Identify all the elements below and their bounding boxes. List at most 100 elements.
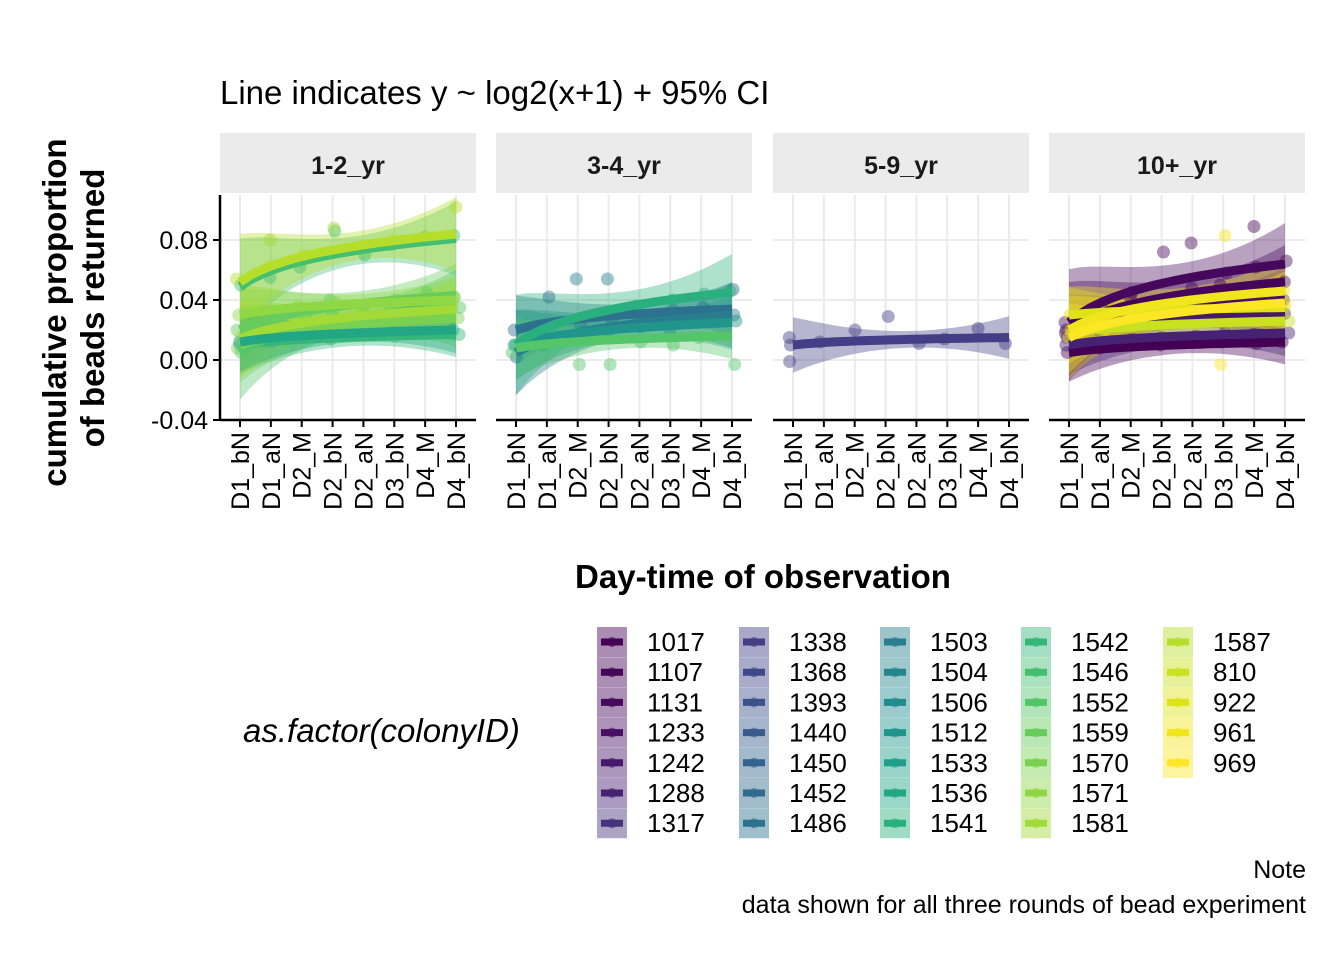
data-point-1338 xyxy=(782,331,796,344)
x-axis-label: Day-time of observation xyxy=(575,558,951,595)
data-point-1552 xyxy=(453,301,467,314)
ci-band-1571 xyxy=(240,275,456,347)
fit-line-1512 xyxy=(514,318,733,350)
x-tick-label: D2_M xyxy=(289,432,317,499)
legend-label: 1393 xyxy=(789,687,847,717)
x-tick-label: D2_aN xyxy=(903,432,931,510)
legend-label: 961 xyxy=(1213,718,1256,748)
legend-key-point xyxy=(749,667,759,678)
legend-key-point xyxy=(749,788,759,798)
data-point-969 xyxy=(1214,358,1228,371)
facet-strip xyxy=(773,133,1029,193)
y-tick-label: 0.00 xyxy=(159,347,208,375)
legend-item-969: 969 xyxy=(1163,747,1256,778)
legend-label: 1506 xyxy=(930,687,988,717)
facet-strip xyxy=(1049,133,1305,193)
legend-key-point xyxy=(890,727,900,738)
legend-item-1338: 1338 xyxy=(739,627,847,657)
data-point-1486 xyxy=(542,290,556,304)
legend-item-1233: 1233 xyxy=(597,717,705,748)
x-tick-label: D1_aN xyxy=(811,432,839,510)
x-tick-label: D1_aN xyxy=(534,432,562,510)
legend-key-point xyxy=(607,727,617,738)
legend-key-point xyxy=(890,757,900,768)
legend-key-point xyxy=(749,697,759,708)
legend-key-point xyxy=(890,818,900,829)
legend-key-point xyxy=(1173,757,1183,768)
legend-item-1542: 1542 xyxy=(1021,627,1129,657)
facet-strip-label: 5-9_yr xyxy=(864,152,938,180)
legend-item-1546: 1546 xyxy=(1021,657,1129,688)
legend-label: 1338 xyxy=(789,627,847,657)
fit-line-1587 xyxy=(237,229,457,286)
legend-label: 1542 xyxy=(1071,627,1129,657)
legend-item-1317: 1317 xyxy=(597,808,705,839)
legend-item-1503: 1503 xyxy=(880,627,988,657)
legend-key-point xyxy=(749,757,759,768)
legend-item-1533: 1533 xyxy=(880,747,988,778)
fit-line-1581 xyxy=(238,304,457,344)
fit-line-961 xyxy=(1066,286,1286,334)
legend-key-point xyxy=(1031,697,1041,708)
data-point-1552 xyxy=(603,358,617,371)
legend-label: 1559 xyxy=(1071,718,1129,748)
legend-label: 1450 xyxy=(789,748,847,778)
legend-label: 922 xyxy=(1213,687,1256,717)
x-tick-label: D3_bN xyxy=(934,432,962,510)
legend-key-point xyxy=(890,788,900,798)
legend-item-1368: 1368 xyxy=(739,657,847,688)
legend-label: 1107 xyxy=(647,657,703,687)
legend-title: as.factor(colonyID) xyxy=(243,712,520,749)
x-tick-label: D1_bN xyxy=(503,432,531,510)
fit-line-1338 xyxy=(792,333,1010,350)
x-tick-label: D1_aN xyxy=(1087,432,1115,510)
legend-label: 810 xyxy=(1213,657,1256,687)
data-point-1552 xyxy=(728,358,742,371)
data-point-1107 xyxy=(1247,220,1261,233)
legend-item-1440: 1440 xyxy=(739,717,847,748)
x-tick-label: D4_bN xyxy=(1272,432,1300,510)
x-tick-label: D1_bN xyxy=(227,432,255,510)
legend-item-1536: 1536 xyxy=(880,778,988,808)
x-tick-label: D3_bN xyxy=(657,432,685,510)
fit-line-1552 xyxy=(515,331,733,353)
legend-key-point xyxy=(607,667,617,678)
legend-key-point xyxy=(607,637,617,647)
fit-line-1541 xyxy=(513,288,733,349)
x-tick-label: D2_aN xyxy=(626,432,654,510)
legend-item-1017: 1017 xyxy=(597,627,705,657)
data-point-1131 xyxy=(1156,245,1170,259)
x-tick-label: D2_bN xyxy=(873,432,901,510)
legend-item-1506: 1506 xyxy=(880,687,988,718)
data-point-1503 xyxy=(600,272,614,286)
legend-key-point xyxy=(1031,667,1041,678)
legend-item-1552: 1552 xyxy=(1021,687,1129,718)
y-axis-label-line-1: cumulative proportion xyxy=(36,138,73,486)
data-point-1288 xyxy=(1282,326,1296,340)
legend-label: 1533 xyxy=(930,748,988,778)
legend-label: 1581 xyxy=(1071,808,1129,838)
legend-item-1450: 1450 xyxy=(739,747,847,778)
legend-item-1570: 1570 xyxy=(1021,747,1129,778)
legend-item-1504: 1504 xyxy=(880,657,988,688)
legend-item-1107: 1107 xyxy=(597,657,703,688)
x-tick-label: D2_bN xyxy=(596,432,624,510)
legend-key-point xyxy=(1031,788,1041,798)
x-tick-label: D3_bN xyxy=(381,432,409,510)
legend-label: 1571 xyxy=(1071,778,1129,808)
legend-item-1242: 1242 xyxy=(597,747,705,778)
fit-line-1288 xyxy=(1068,328,1286,350)
data-point-961 xyxy=(1218,229,1232,242)
x-tick-label: D4_M xyxy=(1241,432,1269,499)
data-point-1512 xyxy=(729,314,743,328)
ci-band-1107 xyxy=(1069,245,1285,378)
data-point-1546 xyxy=(328,224,342,238)
x-tick-label: D4_M xyxy=(688,432,716,499)
caption-text: data shown for all three rounds of bead … xyxy=(741,891,1306,919)
legend-label: 1546 xyxy=(1071,657,1129,687)
legend-item-1288: 1288 xyxy=(597,778,705,808)
x-tick-label: D4_bN xyxy=(996,432,1024,510)
x-tick-label: D4_M xyxy=(965,432,993,499)
